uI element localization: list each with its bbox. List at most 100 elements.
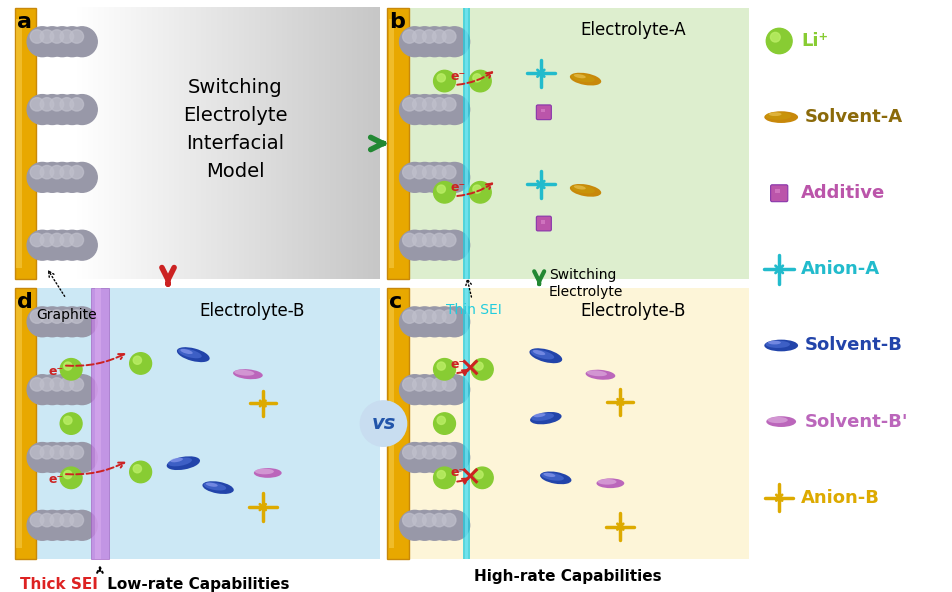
Circle shape	[420, 443, 449, 472]
Circle shape	[420, 162, 449, 192]
Circle shape	[129, 461, 151, 482]
Circle shape	[429, 307, 460, 337]
Circle shape	[433, 359, 455, 380]
Circle shape	[473, 74, 481, 82]
Circle shape	[60, 359, 82, 380]
Ellipse shape	[768, 112, 782, 116]
Circle shape	[47, 95, 77, 124]
Circle shape	[471, 359, 493, 380]
Circle shape	[57, 162, 88, 192]
Ellipse shape	[206, 482, 218, 487]
Circle shape	[40, 30, 53, 43]
Circle shape	[64, 362, 72, 370]
Ellipse shape	[571, 73, 595, 82]
Circle shape	[437, 471, 446, 479]
Ellipse shape	[540, 471, 571, 484]
Circle shape	[28, 375, 57, 404]
Ellipse shape	[766, 416, 796, 427]
Text: Low-rate Capabilities: Low-rate Capabilities	[102, 577, 289, 592]
Circle shape	[443, 98, 456, 111]
Ellipse shape	[597, 478, 625, 488]
Bar	[388, 299, 394, 548]
Bar	[14, 288, 36, 559]
Text: Switching
Electrolyte: Switching Electrolyte	[549, 268, 624, 298]
Circle shape	[412, 310, 426, 323]
Circle shape	[57, 443, 88, 472]
Text: Solvent-B': Solvent-B'	[805, 413, 908, 430]
Circle shape	[433, 467, 455, 488]
Circle shape	[57, 27, 88, 57]
Ellipse shape	[203, 481, 234, 494]
Circle shape	[400, 510, 430, 540]
Ellipse shape	[255, 469, 274, 474]
Circle shape	[403, 513, 416, 527]
Text: d: d	[16, 292, 32, 312]
Circle shape	[67, 307, 97, 337]
Circle shape	[403, 98, 416, 111]
Circle shape	[766, 28, 792, 54]
Circle shape	[28, 27, 57, 57]
Circle shape	[420, 510, 449, 540]
Circle shape	[412, 378, 426, 391]
Circle shape	[40, 310, 53, 323]
Circle shape	[47, 375, 77, 404]
Circle shape	[432, 233, 446, 247]
Circle shape	[30, 233, 44, 247]
Ellipse shape	[254, 468, 282, 478]
FancyBboxPatch shape	[536, 105, 551, 120]
Circle shape	[412, 30, 426, 43]
Circle shape	[50, 30, 64, 43]
Circle shape	[133, 356, 142, 364]
Circle shape	[412, 233, 426, 247]
Circle shape	[50, 378, 64, 391]
Circle shape	[432, 378, 446, 391]
Ellipse shape	[574, 74, 585, 78]
Circle shape	[47, 162, 77, 192]
Circle shape	[429, 95, 460, 124]
Circle shape	[432, 310, 446, 323]
Circle shape	[37, 375, 68, 404]
Bar	[464, 8, 470, 279]
Circle shape	[69, 378, 84, 391]
Text: e⁻: e⁻	[49, 473, 64, 486]
Circle shape	[28, 307, 57, 337]
Circle shape	[403, 233, 416, 247]
Circle shape	[60, 467, 82, 488]
Ellipse shape	[586, 371, 607, 377]
Ellipse shape	[570, 184, 602, 197]
Circle shape	[409, 162, 440, 192]
Circle shape	[443, 378, 456, 391]
Circle shape	[412, 165, 426, 179]
Circle shape	[69, 30, 84, 43]
Ellipse shape	[167, 456, 200, 470]
Text: Electrolyte-B: Electrolyte-B	[581, 301, 686, 320]
Ellipse shape	[533, 350, 545, 355]
Text: Additive: Additive	[801, 184, 885, 202]
Bar	[388, 19, 394, 268]
Circle shape	[443, 165, 456, 179]
Ellipse shape	[571, 185, 595, 194]
Bar	[91, 288, 109, 559]
Circle shape	[69, 98, 84, 111]
Circle shape	[432, 165, 446, 179]
Circle shape	[443, 310, 456, 323]
Bar	[541, 220, 545, 224]
Text: Thin SEI: Thin SEI	[446, 279, 503, 317]
Ellipse shape	[765, 112, 791, 120]
Circle shape	[40, 513, 53, 527]
Circle shape	[30, 378, 44, 391]
Circle shape	[37, 27, 68, 57]
Ellipse shape	[767, 417, 787, 423]
Circle shape	[69, 310, 84, 323]
Circle shape	[40, 165, 53, 179]
Circle shape	[423, 233, 436, 247]
Circle shape	[67, 27, 97, 57]
Text: b: b	[389, 12, 405, 32]
Text: a: a	[16, 12, 31, 32]
Circle shape	[432, 98, 446, 111]
Circle shape	[409, 95, 440, 124]
Circle shape	[57, 510, 88, 540]
Circle shape	[28, 510, 57, 540]
Circle shape	[409, 375, 440, 404]
Circle shape	[439, 95, 469, 124]
